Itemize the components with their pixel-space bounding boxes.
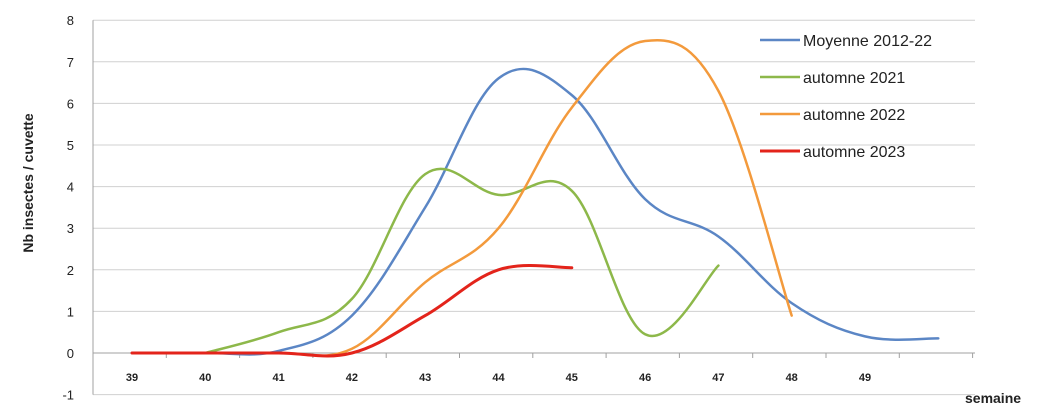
x-axis-title: semaine: [965, 390, 1021, 405]
y-tick-label: 2: [67, 263, 74, 278]
legend-label: automne 2023: [803, 144, 905, 161]
x-tick-label: 39: [126, 372, 138, 384]
x-tick-label: 47: [712, 372, 724, 384]
y-tick-label: 1: [67, 304, 74, 319]
y-tick-label: 3: [67, 221, 74, 236]
series-line-2: [204, 167, 720, 355]
series-lines: [130, 38, 940, 358]
y-tick-label: 5: [67, 138, 74, 153]
series-line-3: [130, 38, 793, 357]
x-tick-label: 48: [786, 372, 798, 384]
x-tick-label: 41: [272, 372, 284, 384]
grid-lines: [93, 19, 975, 396]
y-tick-labels: -1 0 1 2 3 4 5 6 7 8: [62, 13, 74, 402]
x-tick-labels: 39 40 41 42 43 44 45 46 47 48 49: [126, 372, 871, 384]
legend-label: automne 2022: [803, 107, 905, 124]
x-tick-label: 44: [492, 372, 505, 384]
legend: Moyenne 2012-22 automne 2021 automne 2022 a…: [760, 33, 932, 161]
legend-label: automne 2021: [803, 70, 905, 87]
y-tick-label: 0: [67, 346, 74, 361]
y-tick-label: 7: [67, 55, 74, 70]
y-tick-label: -1: [62, 388, 74, 403]
x-tick-label: 46: [639, 372, 651, 384]
legend-label: Moyenne 2012-22: [803, 33, 932, 50]
series-line-1: [130, 67, 940, 356]
x-tick-label: 42: [346, 372, 358, 384]
x-tick-label: 43: [419, 372, 431, 384]
x-tick-label: 40: [199, 372, 211, 384]
x-tick-label: 49: [859, 372, 871, 384]
y-tick-label: 8: [67, 13, 74, 28]
series-line-4: [130, 264, 574, 358]
y-axis-title: Nb insectes / cuvette: [20, 113, 36, 252]
y-tick-label: 4: [67, 180, 74, 195]
y-tick-label: 6: [67, 96, 74, 111]
x-tick-label: 45: [566, 372, 578, 384]
